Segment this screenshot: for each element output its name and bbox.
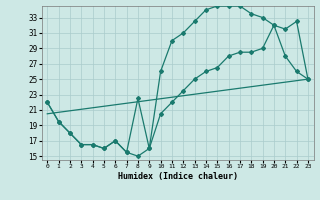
X-axis label: Humidex (Indice chaleur): Humidex (Indice chaleur) [118, 172, 237, 181]
